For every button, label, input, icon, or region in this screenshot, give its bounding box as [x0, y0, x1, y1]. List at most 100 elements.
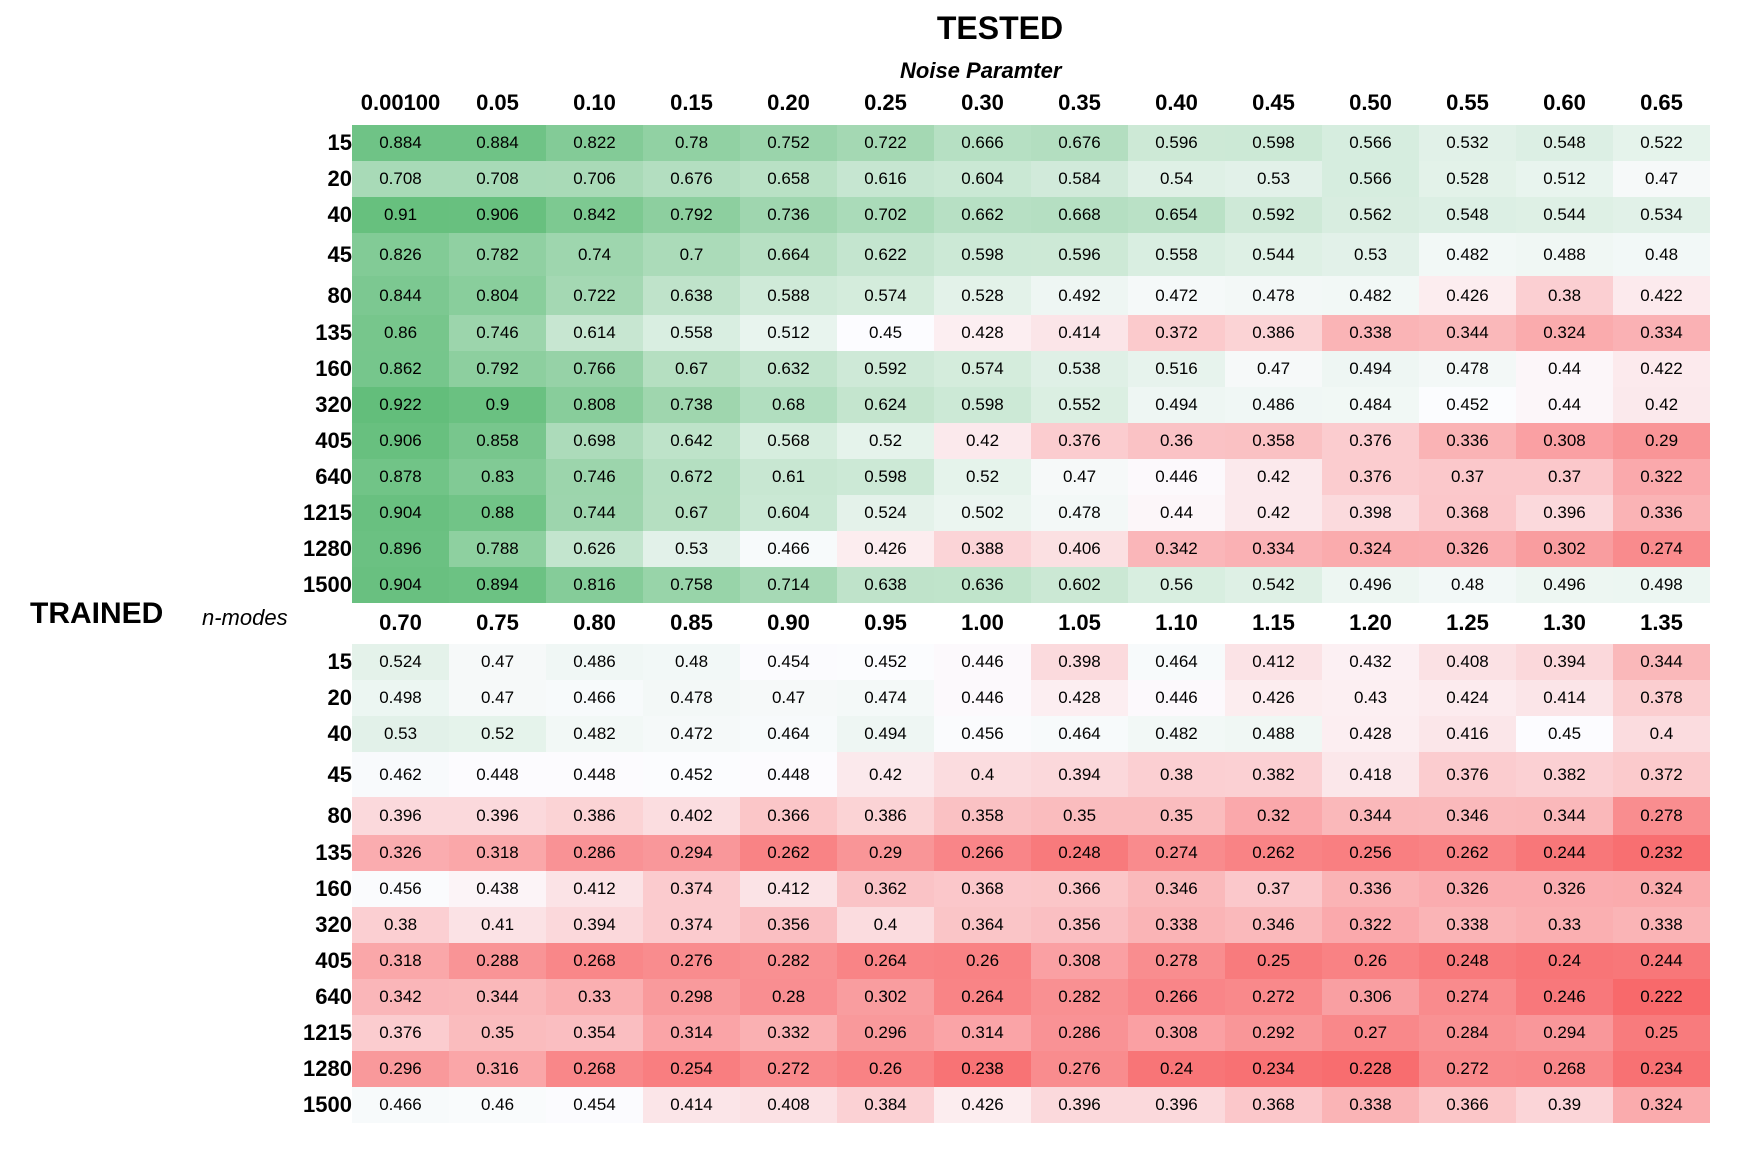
- heatmap-cell: 0.766: [546, 351, 643, 387]
- heatmap-cell: 0.466: [546, 680, 643, 716]
- heatmap-cell: 0.356: [1031, 907, 1128, 943]
- heatmap-cell: 0.426: [934, 1087, 1031, 1123]
- heatmap-cell: 0.512: [740, 315, 837, 351]
- heatmap-cell: 0.366: [1419, 1087, 1516, 1123]
- heatmap-cell: 0.446: [934, 680, 1031, 716]
- heatmap-cell: 0.456: [352, 871, 449, 907]
- heatmap-cell: 0.488: [1516, 233, 1613, 276]
- heatmap-cell: 0.322: [1322, 907, 1419, 943]
- heatmap-cell: 0.448: [449, 752, 546, 797]
- row-header: 1280: [303, 1056, 352, 1081]
- heatmap-cell: 0.276: [1031, 1051, 1128, 1087]
- heatmap-cell: 0.48: [1613, 233, 1710, 276]
- heatmap-cell: 0.346: [1419, 797, 1516, 835]
- heatmap-cell: 0.38: [1128, 752, 1225, 797]
- heatmap-cell: 0.83: [449, 459, 546, 495]
- heatmap-cell: 0.47: [1031, 459, 1128, 495]
- heatmap-cell: 0.464: [1031, 716, 1128, 752]
- heatmap-cell: 0.38: [352, 907, 449, 943]
- heatmap-cell: 0.664: [740, 233, 837, 276]
- heatmap-cell: 0.804: [449, 276, 546, 315]
- heatmap-cell: 0.274: [1613, 531, 1710, 567]
- row-header: 20: [327, 685, 352, 710]
- heatmap-cell: 0.26: [934, 943, 1031, 979]
- heatmap-cell: 0.344: [1516, 797, 1613, 835]
- heatmap-cell: 0.36: [1128, 423, 1225, 459]
- heatmap-cell: 0.408: [740, 1087, 837, 1123]
- heatmap-cell: 0.38: [1516, 276, 1613, 315]
- heatmap-cell: 0.412: [1225, 644, 1322, 680]
- heatmap-cell: 0.296: [352, 1051, 449, 1087]
- heatmap-cell: 0.654: [1128, 197, 1225, 233]
- heatmap-cell: 0.29: [1613, 423, 1710, 459]
- heatmap-cell: 0.54: [1128, 161, 1225, 197]
- heatmap-cell: 0.74: [546, 233, 643, 276]
- heatmap-cell: 0.396: [352, 797, 449, 835]
- heatmap-cell: 0.474: [837, 680, 934, 716]
- heatmap-cell: 0.584: [1031, 161, 1128, 197]
- column-header: 0.50: [1349, 90, 1392, 115]
- heatmap-cell: 0.344: [1613, 644, 1710, 680]
- heatmap-cell: 0.758: [643, 567, 740, 603]
- heatmap-cell: 0.568: [740, 423, 837, 459]
- heatmap-cell: 0.44: [1516, 351, 1613, 387]
- heatmap-cell: 0.484: [1322, 387, 1419, 423]
- heatmap-cell: 0.53: [1225, 161, 1322, 197]
- heatmap-cell: 0.588: [740, 276, 837, 315]
- heatmap-cell: 0.388: [934, 531, 1031, 567]
- heatmap-cell: 0.35: [1128, 797, 1225, 835]
- row-header: 1500: [303, 572, 352, 597]
- heatmap-cell: 0.552: [1031, 387, 1128, 423]
- heatmap-cell: 0.86: [352, 315, 449, 351]
- column-header: 0.95: [864, 610, 907, 635]
- heatmap-cell: 0.344: [1322, 797, 1419, 835]
- heatmap-cell: 0.906: [449, 197, 546, 233]
- heatmap-cell: 0.288: [449, 943, 546, 979]
- heatmap-cell: 0.42: [1225, 495, 1322, 531]
- heatmap-cell: 0.324: [1613, 871, 1710, 907]
- heatmap-cell: 0.28: [740, 979, 837, 1015]
- heatmap-cell: 0.592: [837, 351, 934, 387]
- heatmap-cell: 0.746: [449, 315, 546, 351]
- heatmap-cell: 0.284: [1419, 1015, 1516, 1051]
- heatmap-cell: 0.56: [1128, 567, 1225, 603]
- heatmap-cell: 0.91: [352, 197, 449, 233]
- heatmap-cell: 0.482: [546, 716, 643, 752]
- heatmap-cell: 0.676: [1031, 125, 1128, 161]
- heatmap-cell: 0.266: [1128, 979, 1225, 1015]
- heatmap-cell: 0.256: [1322, 835, 1419, 871]
- heatmap-cell: 0.624: [837, 387, 934, 423]
- heatmap-cell: 0.808: [546, 387, 643, 423]
- row-header: 135: [315, 320, 352, 345]
- heatmap-cell: 0.366: [740, 797, 837, 835]
- heatmap-cell: 0.626: [546, 531, 643, 567]
- heatmap-cell: 0.248: [1031, 835, 1128, 871]
- heatmap-cell: 0.472: [643, 716, 740, 752]
- heatmap-cell: 0.792: [643, 197, 740, 233]
- heatmap-cell: 0.406: [1031, 531, 1128, 567]
- heatmap-cell: 0.722: [546, 276, 643, 315]
- heatmap-cell: 0.4: [837, 907, 934, 943]
- heatmap-cell: 0.414: [1516, 680, 1613, 716]
- column-header: 1.00: [961, 610, 1004, 635]
- heatmap-cell: 0.88: [449, 495, 546, 531]
- row-header: 45: [327, 242, 352, 267]
- heatmap-cell: 0.344: [1419, 315, 1516, 351]
- heatmap-cell: 0.53: [643, 531, 740, 567]
- row-header: 40: [327, 202, 352, 227]
- heatmap-cell: 0.384: [837, 1087, 934, 1123]
- heatmap-cell: 0.524: [837, 495, 934, 531]
- heatmap-cell: 0.396: [449, 797, 546, 835]
- heatmap-cell: 0.412: [740, 871, 837, 907]
- column-header: 0.15: [670, 90, 713, 115]
- row-header: 160: [315, 356, 352, 381]
- row-header: 640: [315, 464, 352, 489]
- heatmap-cell: 0.294: [1516, 1015, 1613, 1051]
- heatmap-cell: 0.422: [1613, 276, 1710, 315]
- heatmap-cell: 0.642: [643, 423, 740, 459]
- row-header: 1215: [303, 500, 352, 525]
- heatmap-cell: 0.326: [1516, 871, 1613, 907]
- heatmap-cell: 0.314: [643, 1015, 740, 1051]
- heatmap-cell: 0.666: [934, 125, 1031, 161]
- heatmap-cell: 0.362: [837, 871, 934, 907]
